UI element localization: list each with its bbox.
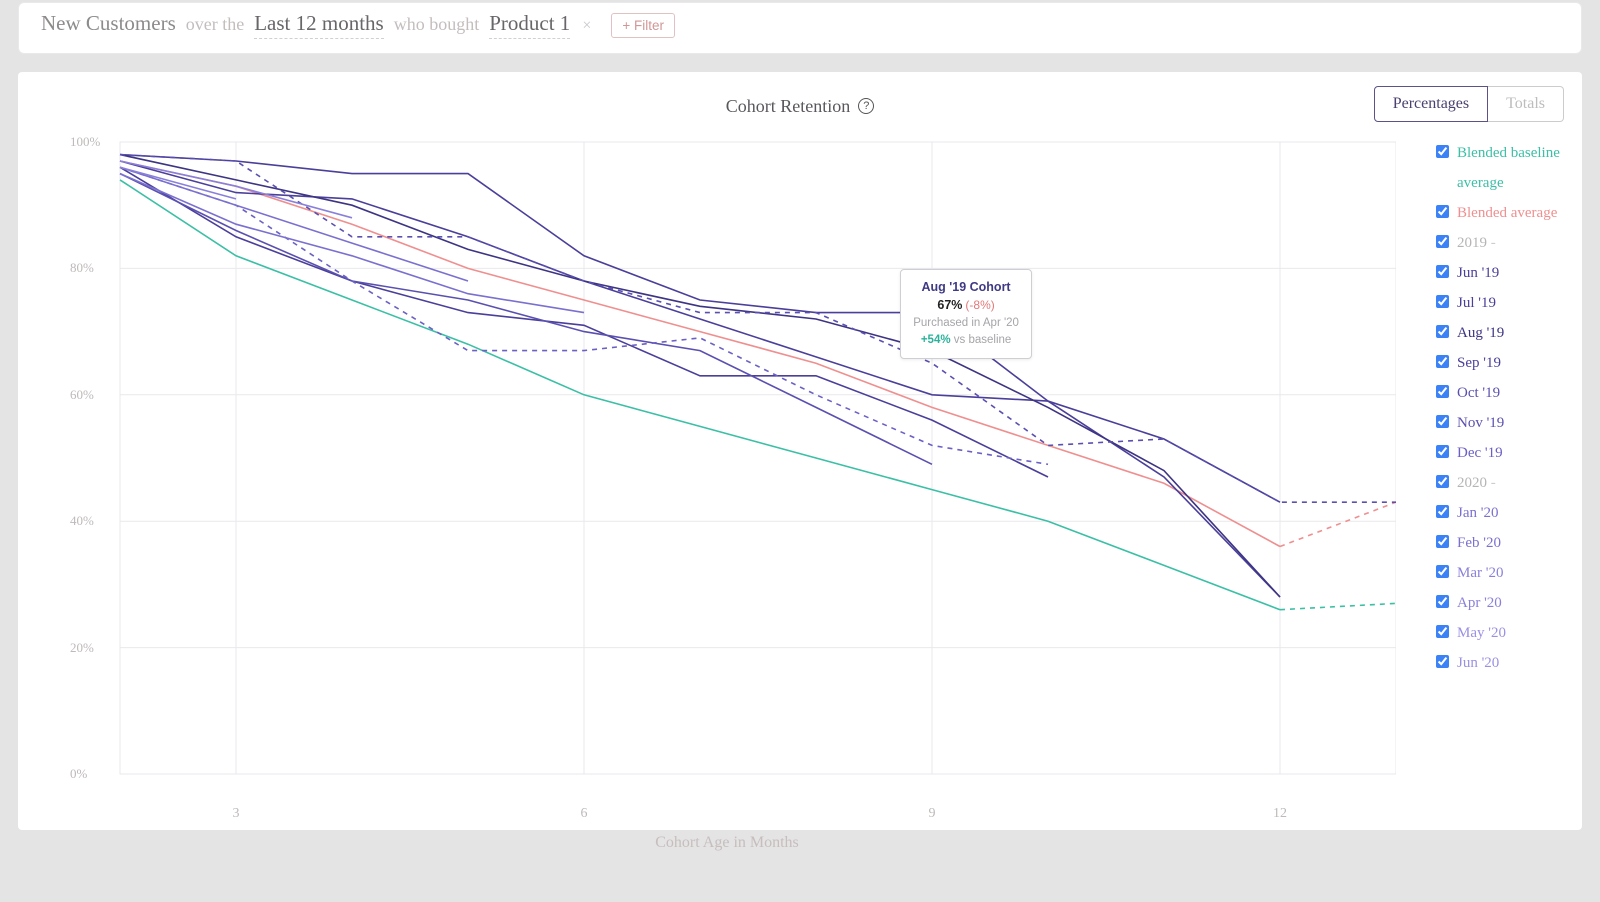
product-dropdown[interactable]: Product 1 bbox=[489, 11, 570, 39]
legend-checkbox[interactable] bbox=[1436, 355, 1449, 368]
legend-checkbox[interactable] bbox=[1436, 205, 1449, 218]
legend-item-jul19[interactable]: Jul '19 bbox=[1436, 288, 1564, 318]
over-the-text: over the bbox=[186, 14, 244, 35]
legend-checkbox[interactable] bbox=[1436, 295, 1449, 308]
legend-label: Dec '19 bbox=[1457, 438, 1503, 468]
chart-area[interactable]: 0%20%40%60%80%100%36912Cohort Age in Mon… bbox=[36, 132, 1418, 802]
legend-item-baseline[interactable]: Blended baseline average bbox=[1436, 138, 1564, 198]
segment-label: New Customers bbox=[41, 11, 176, 36]
legend-item-oct19[interactable]: Oct '19 bbox=[1436, 378, 1564, 408]
tooltip-baseline-delta: +54% bbox=[921, 334, 951, 346]
x-axis-title: Cohort Age in Months bbox=[655, 834, 799, 852]
card-header: Cohort Retention ? Percentages Totals bbox=[36, 86, 1564, 126]
legend-item-jun19[interactable]: Jun '19 bbox=[1436, 258, 1564, 288]
legend-item-sep19[interactable]: Sep '19 bbox=[1436, 348, 1564, 378]
y-tick-label: 80% bbox=[70, 260, 94, 276]
legend-item-jun20[interactable]: Jun '20 bbox=[1436, 648, 1564, 678]
legend-label: Jun '20 bbox=[1457, 648, 1499, 678]
legend-checkbox[interactable] bbox=[1436, 565, 1449, 578]
legend-label: Aug '19 bbox=[1457, 318, 1504, 348]
y-tick-label: 100% bbox=[70, 134, 100, 150]
y-tick-label: 0% bbox=[70, 766, 87, 782]
legend-label: Oct '19 bbox=[1457, 378, 1500, 408]
legend-checkbox[interactable] bbox=[1436, 475, 1449, 488]
legend-checkbox[interactable] bbox=[1436, 145, 1449, 158]
legend-label: 2020 - bbox=[1457, 468, 1496, 498]
legend-label: Jan '20 bbox=[1457, 498, 1498, 528]
legend-checkbox[interactable] bbox=[1436, 325, 1449, 338]
legend-checkbox[interactable] bbox=[1436, 415, 1449, 428]
legend-item-avg[interactable]: Blended average bbox=[1436, 198, 1564, 228]
period-dropdown[interactable]: Last 12 months bbox=[254, 11, 384, 39]
legend-year-y2019[interactable]: 2019 - bbox=[1436, 228, 1564, 258]
toggle-totals[interactable]: Totals bbox=[1488, 86, 1564, 122]
legend-label: Mar '20 bbox=[1457, 558, 1503, 588]
x-tick-label: 12 bbox=[1273, 806, 1287, 822]
retention-chart bbox=[36, 132, 1396, 802]
tooltip-baseline-rest: vs baseline bbox=[951, 334, 1012, 346]
chart-card: Cohort Retention ? Percentages Totals 0%… bbox=[18, 72, 1582, 830]
add-filter-button[interactable]: + Filter bbox=[611, 13, 675, 38]
x-tick-label: 6 bbox=[581, 806, 588, 822]
legend-checkbox[interactable] bbox=[1436, 595, 1449, 608]
view-toggle: Percentages Totals bbox=[1374, 86, 1564, 122]
legend-label: 2019 - bbox=[1457, 228, 1496, 258]
legend-checkbox[interactable] bbox=[1436, 235, 1449, 248]
legend-item-apr20[interactable]: Apr '20 bbox=[1436, 588, 1564, 618]
help-icon[interactable]: ? bbox=[858, 98, 874, 114]
legend-item-dec19[interactable]: Dec '19 bbox=[1436, 438, 1564, 468]
legend-label: Nov '19 bbox=[1457, 408, 1504, 438]
legend-label: Jul '19 bbox=[1457, 288, 1496, 318]
filter-bar: New Customers over the Last 12 months wh… bbox=[18, 2, 1582, 54]
y-tick-label: 20% bbox=[70, 640, 94, 656]
y-tick-label: 60% bbox=[70, 387, 94, 403]
legend-checkbox[interactable] bbox=[1436, 385, 1449, 398]
legend-checkbox[interactable] bbox=[1436, 535, 1449, 548]
legend-item-mar20[interactable]: Mar '20 bbox=[1436, 558, 1564, 588]
legend-item-feb20[interactable]: Feb '20 bbox=[1436, 528, 1564, 558]
tooltip-value: 67% bbox=[937, 298, 962, 312]
y-tick-label: 40% bbox=[70, 513, 94, 529]
legend-year-y2020[interactable]: 2020 - bbox=[1436, 468, 1564, 498]
chart-title: Cohort Retention bbox=[726, 96, 851, 117]
legend-label: Feb '20 bbox=[1457, 528, 1501, 558]
legend-label: Sep '19 bbox=[1457, 348, 1501, 378]
who-bought-text: who bought bbox=[394, 14, 480, 35]
legend-checkbox[interactable] bbox=[1436, 505, 1449, 518]
tooltip-delta: (-8%) bbox=[965, 298, 994, 312]
chart-tooltip: Aug '19 Cohort 67%(-8%) Purchased in Apr… bbox=[900, 269, 1032, 359]
legend-checkbox[interactable] bbox=[1436, 265, 1449, 278]
legend-label: Blended average bbox=[1457, 198, 1557, 228]
legend-label: Apr '20 bbox=[1457, 588, 1502, 618]
x-tick-label: 3 bbox=[233, 806, 240, 822]
legend-label: Blended baseline average bbox=[1457, 138, 1564, 198]
toggle-percentages[interactable]: Percentages bbox=[1374, 86, 1488, 122]
legend-label: Jun '19 bbox=[1457, 258, 1499, 288]
legend-item-aug19[interactable]: Aug '19 bbox=[1436, 318, 1564, 348]
tooltip-subtext: Purchased in Apr '20 bbox=[913, 315, 1019, 332]
legend-checkbox[interactable] bbox=[1436, 445, 1449, 458]
x-tick-label: 9 bbox=[929, 806, 936, 822]
legend-label: May '20 bbox=[1457, 618, 1506, 648]
tooltip-title: Aug '19 Cohort bbox=[913, 278, 1019, 297]
legend: Blended baseline average Blended average… bbox=[1418, 132, 1564, 802]
legend-checkbox[interactable] bbox=[1436, 625, 1449, 638]
legend-checkbox[interactable] bbox=[1436, 655, 1449, 668]
legend-item-nov19[interactable]: Nov '19 bbox=[1436, 408, 1564, 438]
legend-item-jan20[interactable]: Jan '20 bbox=[1436, 498, 1564, 528]
remove-product-icon[interactable]: × bbox=[580, 17, 591, 35]
legend-item-may20[interactable]: May '20 bbox=[1436, 618, 1564, 648]
